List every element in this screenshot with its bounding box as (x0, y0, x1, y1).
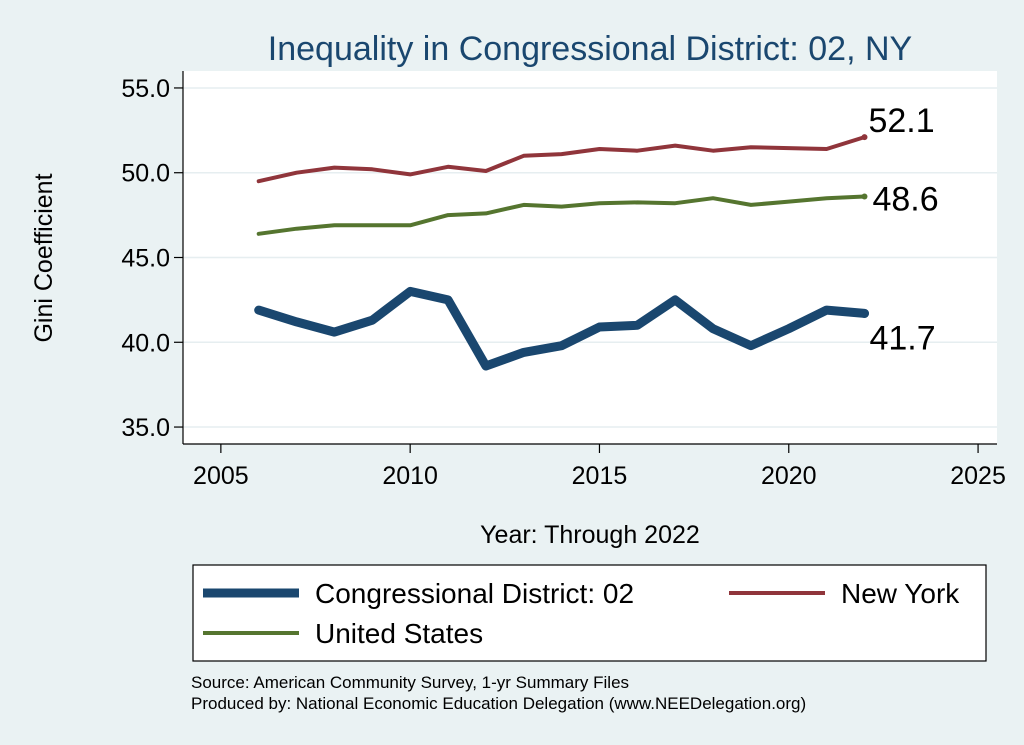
x-tick-label: 2010 (382, 462, 438, 490)
y-tick-label: 45.0 (121, 245, 170, 273)
footer-produced: Produced by: National Economic Education… (191, 694, 806, 713)
y-axis-title: Gini Coefficient (30, 173, 58, 342)
series-end-label: 41.7 (869, 319, 935, 357)
x-tick-label: 2015 (572, 462, 628, 490)
x-tick-label: 2025 (950, 462, 1006, 490)
x-axis-ticks: 2005 2010 2015 2020 2025 (193, 444, 1006, 490)
series-end-marker (861, 134, 868, 141)
y-tick-label: 35.0 (121, 414, 170, 442)
x-tick-label: 2020 (761, 462, 817, 490)
series-line-united-states (256, 194, 867, 236)
legend-label-cd02: Congressional District: 02 (315, 578, 634, 609)
series-end-marker (859, 308, 869, 318)
footer-source: Source: American Community Survey, 1-yr … (191, 673, 629, 692)
y-tick-label: 50.0 (121, 160, 170, 188)
legend-label-united-states: United States (315, 618, 483, 649)
series-line-new-york (256, 135, 867, 184)
x-tick-label: 2005 (193, 462, 249, 490)
x-axis-title: Year: Through 2022 (480, 521, 700, 549)
series-end-marker (861, 193, 868, 200)
y-tick-label: 40.0 (121, 329, 170, 357)
series-line-cd02 (254, 286, 869, 371)
series-end-label: 52.1 (868, 102, 934, 140)
legend-label-new-york: New York (841, 578, 960, 609)
gridlines (183, 87, 997, 428)
legend-box (192, 564, 987, 662)
y-axis-ticks: 35.0 40.0 45.0 50.0 55.0 (121, 75, 183, 442)
series-end-label: 48.6 (872, 180, 938, 218)
y-tick-label: 55.0 (121, 75, 170, 103)
series-lines (254, 134, 869, 371)
series-end-labels: 52.1 48.6 41.7 (868, 102, 938, 357)
chart-title: Inequality in Congressional District: 02… (268, 30, 912, 68)
